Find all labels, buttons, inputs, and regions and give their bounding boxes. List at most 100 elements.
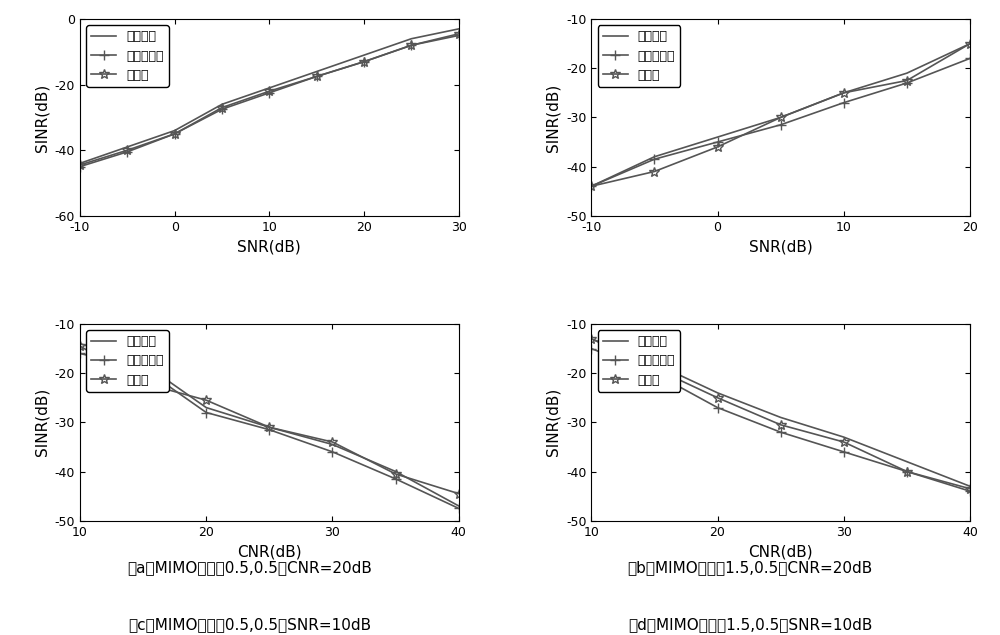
所提算法 (585, 335, 597, 342)
不相关波形 (216, 105, 228, 113)
不相关波形 (585, 345, 597, 352)
不相关波形 (263, 426, 275, 434)
Line: 所提算法: 所提算法 (80, 344, 459, 506)
所提算法 (712, 133, 724, 141)
所提算法 (74, 340, 86, 347)
不相关波形 (453, 505, 465, 512)
Text: （b）MIMO雷达（1.5,0.5）CNR=20dB: （b）MIMO雷达（1.5,0.5）CNR=20dB (627, 559, 873, 575)
不相关波形 (838, 99, 850, 107)
不相关波形 (775, 121, 787, 129)
所提算法 (775, 114, 787, 121)
Line: 所提算法: 所提算法 (591, 338, 970, 486)
非稳健 (453, 30, 465, 37)
不相关波形 (775, 429, 787, 436)
不相关波形 (263, 89, 275, 97)
非稳健 (648, 364, 660, 372)
Legend: 所提算法, 不相关波形, 非稳健: 所提算法, 不相关波形, 非稳健 (598, 25, 680, 87)
X-axis label: CNR(dB): CNR(dB) (748, 544, 813, 559)
所提算法 (121, 143, 133, 150)
Text: （d）MIMO雷达（1.5,0.5）SNR=10dB: （d）MIMO雷达（1.5,0.5）SNR=10dB (628, 617, 872, 632)
所提算法 (648, 359, 660, 367)
非稳健 (712, 394, 724, 401)
不相关波形 (405, 41, 417, 49)
非稳健 (838, 438, 850, 446)
非稳健 (901, 468, 913, 476)
不相关波形 (74, 350, 86, 358)
非稳健 (775, 114, 787, 121)
非稳健 (358, 58, 370, 65)
非稳健 (964, 40, 976, 48)
非稳健 (585, 335, 597, 342)
Legend: 所提算法, 不相关波形, 非稳健: 所提算法, 不相关波形, 非稳健 (86, 330, 169, 392)
Legend: 所提算法, 不相关波形, 非稳健: 所提算法, 不相关波形, 非稳健 (598, 330, 680, 392)
非稳健 (263, 424, 275, 431)
Line: 不相关波形: 不相关波形 (586, 53, 975, 191)
X-axis label: SNR(dB): SNR(dB) (237, 239, 301, 254)
X-axis label: CNR(dB): CNR(dB) (237, 544, 302, 559)
非稳健 (712, 143, 724, 150)
Y-axis label: SINR(dB): SINR(dB) (34, 83, 49, 152)
Legend: 所提算法, 不相关波形, 非稳健: 所提算法, 不相关波形, 非稳健 (86, 25, 169, 87)
Line: 所提算法: 所提算法 (591, 44, 970, 186)
Line: 非稳健: 非稳健 (75, 341, 464, 498)
Line: 非稳健: 非稳健 (75, 29, 464, 170)
不相关波形 (585, 182, 597, 190)
Line: 不相关波形: 不相关波形 (75, 349, 464, 513)
所提算法 (585, 182, 597, 190)
非稳健 (453, 490, 465, 497)
所提算法 (74, 159, 86, 167)
非稳健 (74, 161, 86, 169)
非稳健 (390, 470, 402, 478)
不相关波形 (648, 156, 660, 163)
Line: 所提算法: 所提算法 (80, 29, 459, 163)
非稳健 (169, 130, 181, 138)
所提算法 (712, 389, 724, 397)
非稳健 (775, 421, 787, 429)
非稳健 (648, 168, 660, 175)
非稳健 (585, 182, 597, 190)
不相关波形 (311, 72, 323, 80)
不相关波形 (964, 55, 976, 62)
所提算法 (169, 127, 181, 135)
不相关波形 (901, 79, 913, 87)
所提算法 (311, 68, 323, 76)
非稳健 (901, 77, 913, 84)
所提算法 (137, 359, 149, 367)
所提算法 (405, 35, 417, 43)
非稳健 (137, 379, 149, 387)
所提算法 (390, 468, 402, 476)
所提算法 (648, 153, 660, 161)
所提算法 (358, 51, 370, 59)
Y-axis label: SINR(dB): SINR(dB) (34, 388, 49, 457)
Line: 不相关波形: 不相关波形 (75, 30, 464, 171)
非稳健 (200, 396, 212, 404)
所提算法 (200, 404, 212, 411)
所提算法 (964, 40, 976, 48)
不相关波形 (901, 468, 913, 476)
所提算法 (838, 433, 850, 441)
不相关波形 (712, 404, 724, 411)
不相关波形 (137, 364, 149, 372)
所提算法 (263, 84, 275, 91)
非稳健 (326, 438, 338, 446)
非稳健 (964, 485, 976, 493)
Y-axis label: SINR(dB): SINR(dB) (545, 83, 560, 152)
不相关波形 (200, 409, 212, 417)
非稳健 (311, 72, 323, 80)
不相关波形 (326, 448, 338, 456)
所提算法 (326, 441, 338, 448)
不相关波形 (121, 148, 133, 156)
不相关波形 (74, 163, 86, 170)
不相关波形 (453, 32, 465, 39)
所提算法 (775, 413, 787, 421)
不相关波形 (964, 488, 976, 495)
不相关波形 (390, 475, 402, 483)
Text: （a）MIMO雷达（0.5,0.5）CNR=20dB: （a）MIMO雷达（0.5,0.5）CNR=20dB (128, 559, 372, 575)
Line: 非稳健: 非稳健 (586, 39, 975, 191)
Line: 不相关波形: 不相关波形 (586, 344, 975, 496)
Line: 非稳健: 非稳健 (586, 334, 975, 493)
非稳健 (405, 41, 417, 49)
Text: （c）MIMO雷达（0.5,0.5）SNR=10dB: （c）MIMO雷达（0.5,0.5）SNR=10dB (128, 617, 372, 632)
非稳健 (216, 104, 228, 111)
不相关波形 (712, 138, 724, 146)
